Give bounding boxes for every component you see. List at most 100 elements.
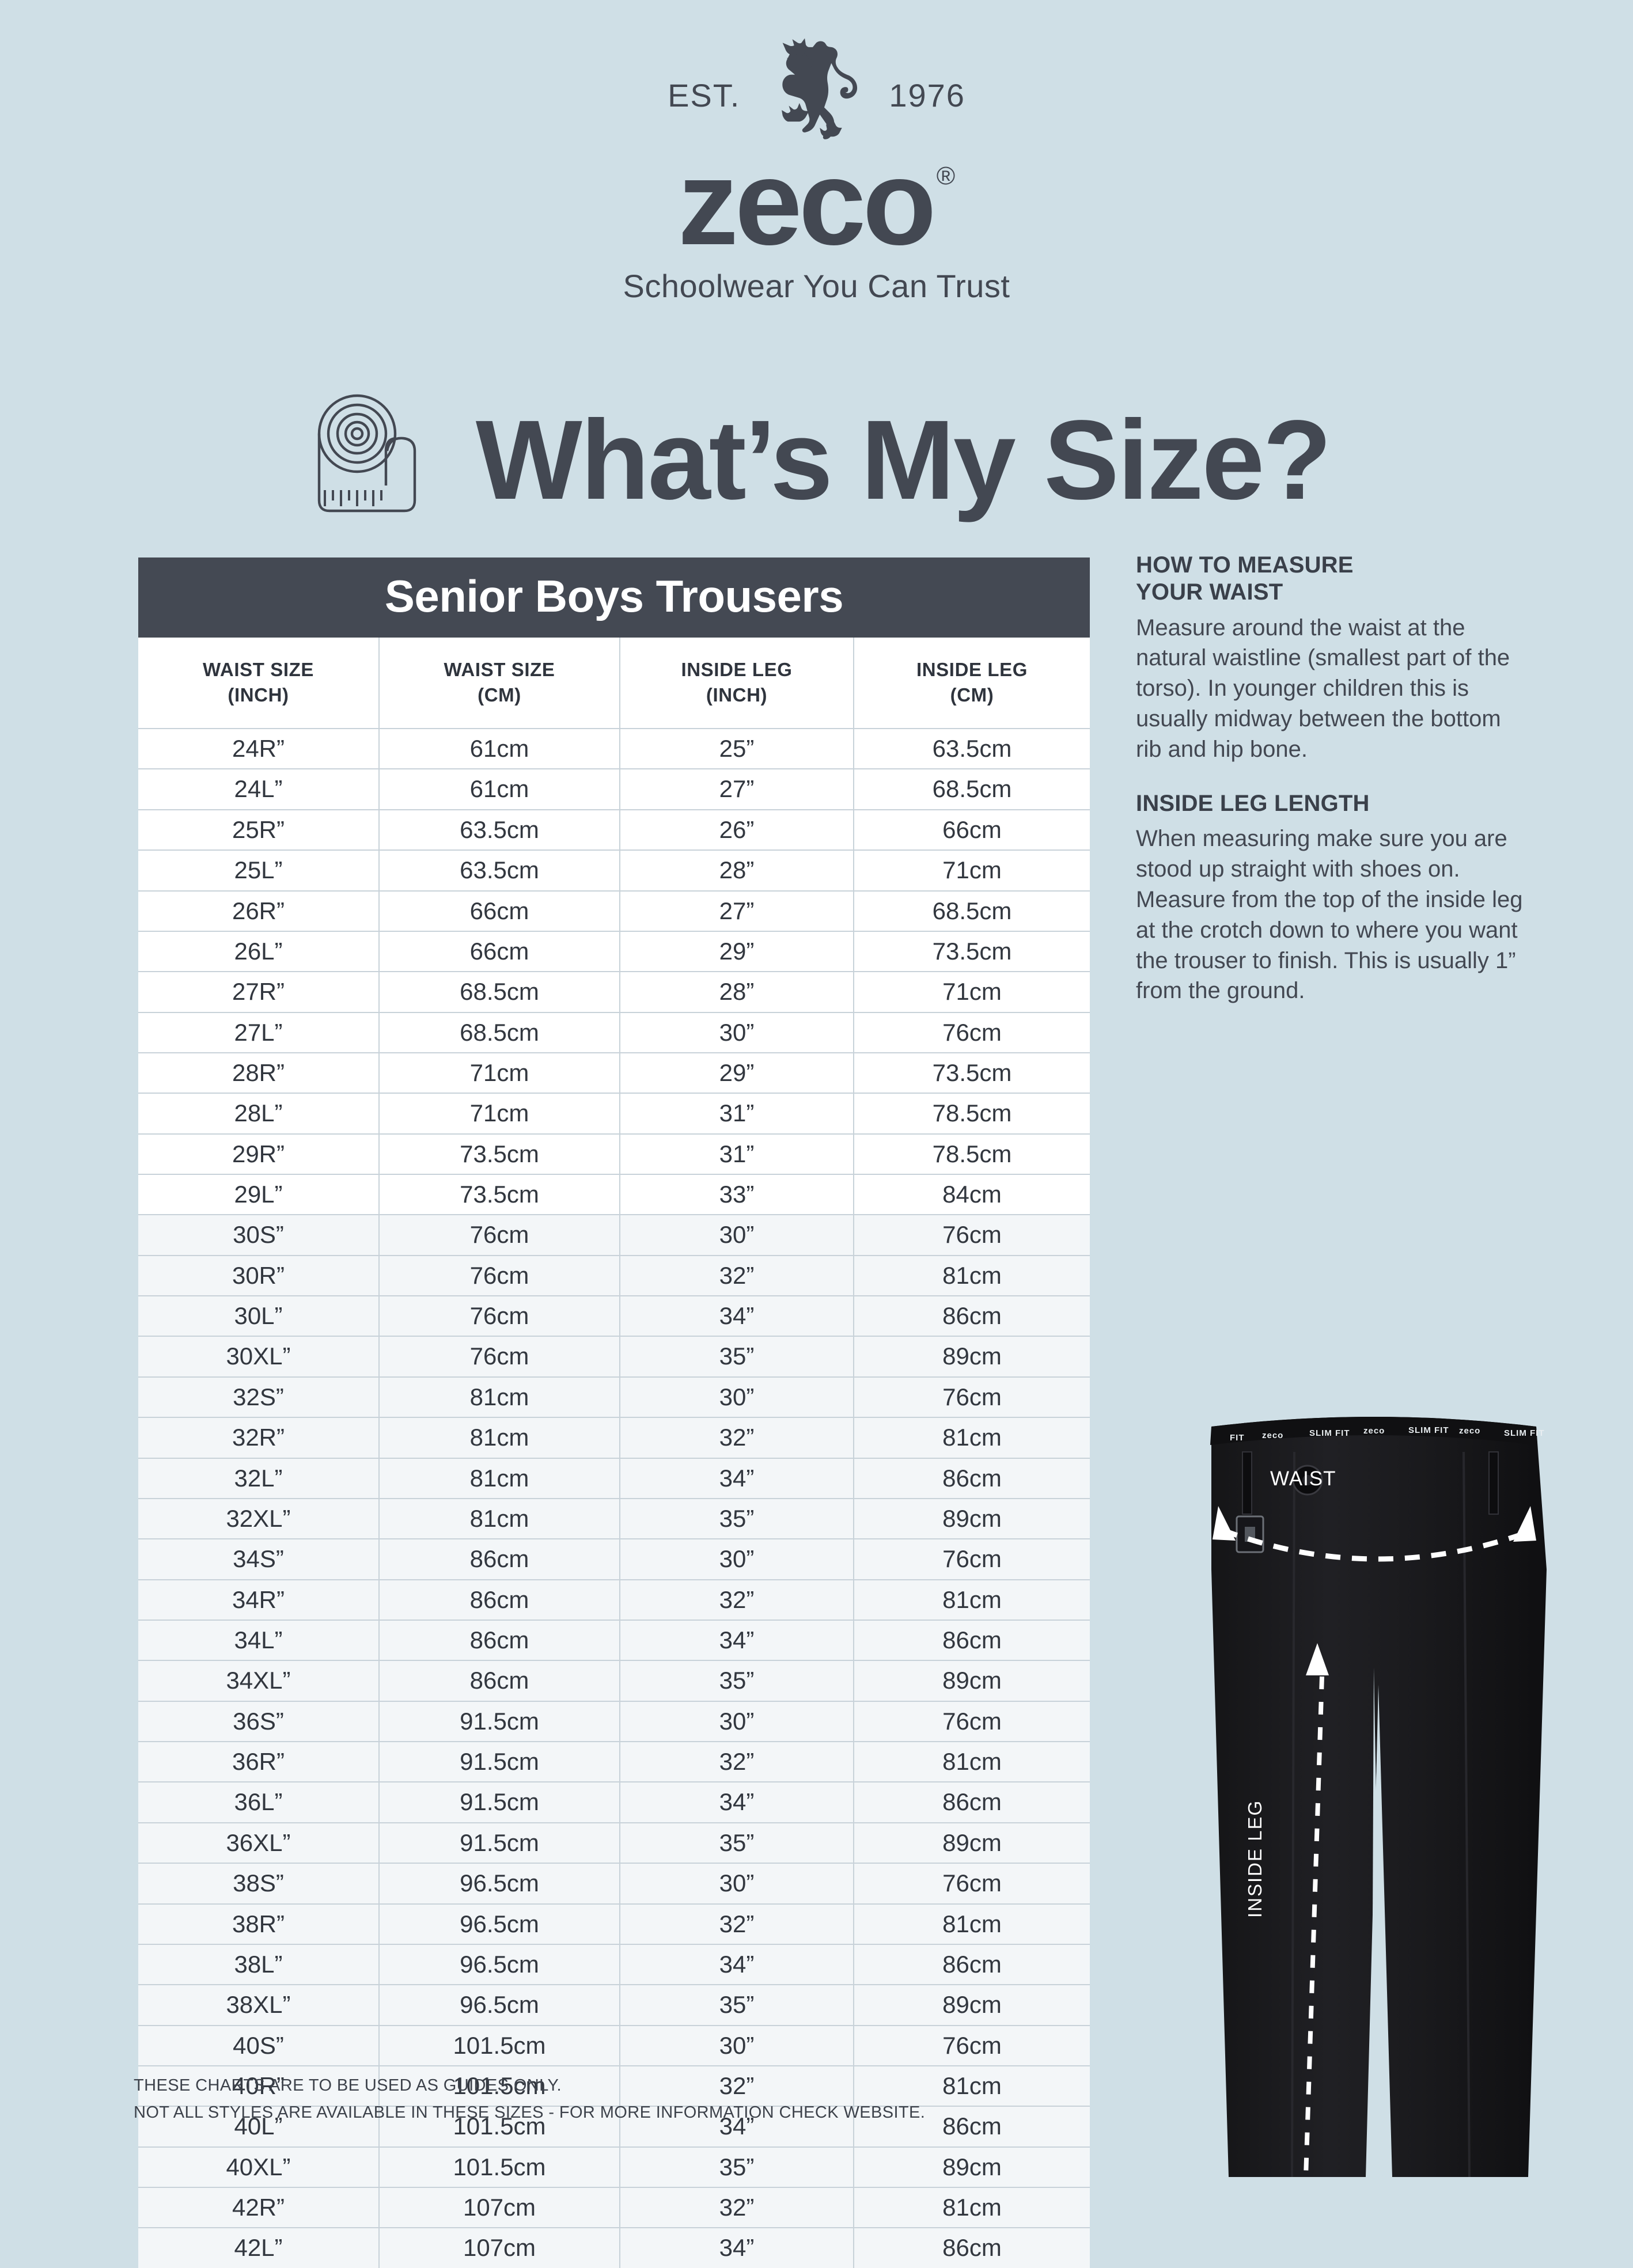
cell-inside-leg-inch: 34” (620, 1944, 854, 1986)
cell-inside-leg-inch: 30” (620, 1215, 854, 1256)
cell-waist-inch: 32S” (138, 1376, 380, 1419)
cell-waist-inch: 34L” (138, 1620, 380, 1662)
cell-inside-leg-cm: 71cm (854, 972, 1090, 1013)
cell-inside-leg-inch: 35” (620, 1822, 854, 1864)
cell-inside-leg-cm: 73.5cm (854, 931, 1090, 973)
zeco-wordmark-text: zeco (677, 135, 937, 270)
table-row: 27R” 68.5cm 28” 71cm (138, 972, 1090, 1013)
inside-leg-length-heading: INSIDE LEG LENGTH (1136, 790, 1370, 816)
cell-inside-leg-cm: 86cm (854, 1458, 1090, 1499)
cell-waist-cm: 107cm (379, 2187, 620, 2229)
table-row: 36XL” 91.5cm 35” 89cm (138, 1822, 1090, 1864)
cell-waist-cm: 81cm (379, 1498, 620, 1540)
cell-inside-leg-inch: 35” (620, 1660, 854, 1702)
svg-text:FIT: FIT (1230, 1433, 1245, 1443)
table-row: 29R” 73.5cm 31” 78.5cm (138, 1133, 1090, 1175)
cell-waist-inch: 38L” (138, 1944, 380, 1986)
cell-inside-leg-cm: 76cm (854, 1539, 1090, 1580)
cell-inside-leg-cm: 71cm (854, 850, 1090, 892)
cell-inside-leg-cm: 89cm (854, 1498, 1090, 1540)
cell-waist-inch: 32R” (138, 1417, 380, 1459)
table-row: 34L” 86cm 34” 86cm (138, 1620, 1090, 1662)
table-row: 40R” 101.5cm 32” 81cm (138, 2065, 1090, 2107)
table-row: 40XL” 101.5cm 35” 89cm (138, 2146, 1090, 2189)
cell-inside-leg-inch: 31” (620, 1093, 854, 1135)
cell-inside-leg-cm: 76cm (854, 1012, 1090, 1053)
cell-inside-leg-inch: 30” (620, 1701, 854, 1743)
size-chart-title: Senior Boys Trousers (138, 557, 1090, 638)
cell-inside-leg-inch: 34” (620, 1782, 854, 1823)
table-row: 27L” 68.5cm 30” 76cm (138, 1012, 1090, 1053)
cell-waist-cm: 96.5cm (379, 1985, 620, 2026)
cell-waist-cm: 86cm (379, 1660, 620, 1702)
table-row: 30XL” 76cm 35” 89cm (138, 1336, 1090, 1378)
cell-waist-inch: 36L” (138, 1782, 380, 1823)
footnote-line-2: NOT ALL STYLES ARE AVAILABLE IN THESE SI… (134, 2103, 926, 2122)
cell-inside-leg-cm: 81cm (854, 1742, 1090, 1783)
cell-waist-inch: 30XL” (138, 1336, 380, 1378)
cell-waist-inch: 34XL” (138, 1660, 380, 1702)
cell-inside-leg-inch: 28” (620, 972, 854, 1013)
cell-inside-leg-cm: 81cm (854, 2065, 1090, 2107)
cell-inside-leg-inch: 34” (620, 2228, 854, 2268)
cell-waist-inch: 38S” (138, 1863, 380, 1905)
table-row: 26R” 66cm 27” 68.5cm (138, 890, 1090, 932)
table-row: 34S” 86cm 30” 76cm (138, 1539, 1090, 1580)
cell-waist-cm: 91.5cm (379, 1782, 620, 1823)
cell-waist-inch: 29L” (138, 1174, 380, 1216)
table-row: 30R” 76cm 32” 81cm (138, 1255, 1090, 1297)
table-row: 38XL” 96.5cm 35” 89cm (138, 1985, 1090, 2026)
waist-measure-label: WAIST (1270, 1467, 1336, 1490)
column-header-waist-inch: WAIST SIZE (INCH) (138, 638, 380, 730)
cell-waist-cm: 71cm (379, 1093, 620, 1135)
cell-waist-cm: 96.5cm (379, 1903, 620, 1945)
cell-inside-leg-cm: 81cm (854, 1579, 1090, 1621)
table-row: 28L” 71cm 31” 78.5cm (138, 1093, 1090, 1135)
table-row: 24R” 61cm 25” 63.5cm (138, 729, 1090, 770)
cell-waist-inch: 24R” (138, 729, 380, 770)
table-row: 24L” 61cm 27” 68.5cm (138, 769, 1090, 810)
cell-waist-cm: 91.5cm (379, 1701, 620, 1743)
column-header-inside-leg-inch: INSIDE LEG (INCH) (620, 638, 854, 730)
cell-inside-leg-cm: 81cm (854, 1417, 1090, 1459)
zeco-wordmark: zeco ® (677, 135, 956, 270)
table-row: 42R” 107cm 32” 81cm (138, 2187, 1090, 2229)
cell-waist-cm: 107cm (379, 2228, 620, 2268)
cell-waist-inch: 25R” (138, 809, 380, 851)
cell-inside-leg-inch: 25” (620, 729, 854, 770)
cell-inside-leg-cm: 63.5cm (854, 729, 1090, 770)
cell-inside-leg-inch: 35” (620, 1498, 854, 1540)
cell-waist-cm: 61cm (379, 769, 620, 810)
cell-waist-inch: 34R” (138, 1579, 380, 1621)
cell-waist-cm: 81cm (379, 1417, 620, 1459)
cell-inside-leg-cm: 86cm (854, 2106, 1090, 2148)
cell-inside-leg-inch: 30” (620, 2025, 854, 2066)
cell-inside-leg-inch: 30” (620, 1012, 854, 1053)
cell-inside-leg-inch: 33” (620, 1174, 854, 1216)
cell-waist-inch: 25L” (138, 850, 380, 892)
cell-waist-inch: 38R” (138, 1903, 380, 1945)
cell-inside-leg-inch: 28” (620, 850, 854, 892)
cell-inside-leg-cm: 76cm (854, 2025, 1090, 2066)
table-row: 36R” 91.5cm 32” 81cm (138, 1742, 1090, 1783)
cell-waist-inch: 38XL” (138, 1985, 380, 2026)
established-row: EST. 1976 (668, 35, 965, 156)
registered-trademark-icon: ® (936, 162, 956, 190)
established-label: EST. (668, 77, 741, 113)
brand-tagline: Schoolwear You Can Trust (623, 268, 1010, 305)
cell-waist-cm: 101.5cm (379, 2065, 620, 2107)
rampant-lion-icon (760, 37, 869, 153)
table-row: 36S” 91.5cm 30” 76cm (138, 1701, 1090, 1743)
cell-inside-leg-inch: 29” (620, 1052, 854, 1094)
cell-inside-leg-cm: 89cm (854, 1336, 1090, 1378)
table-row: 34R” 86cm 32” 81cm (138, 1579, 1090, 1621)
cell-inside-leg-inch: 34” (620, 2106, 854, 2148)
cell-inside-leg-cm: 89cm (854, 1822, 1090, 1864)
cell-waist-inch: 30L” (138, 1296, 380, 1337)
cell-waist-cm: 66cm (379, 890, 620, 932)
cell-waist-cm: 96.5cm (379, 1944, 620, 1986)
table-row: 38R” 96.5cm 32” 81cm (138, 1903, 1090, 1945)
cell-inside-leg-cm: 76cm (854, 1863, 1090, 1905)
cell-inside-leg-cm: 81cm (854, 1255, 1090, 1297)
cell-waist-inch: 26L” (138, 931, 380, 973)
